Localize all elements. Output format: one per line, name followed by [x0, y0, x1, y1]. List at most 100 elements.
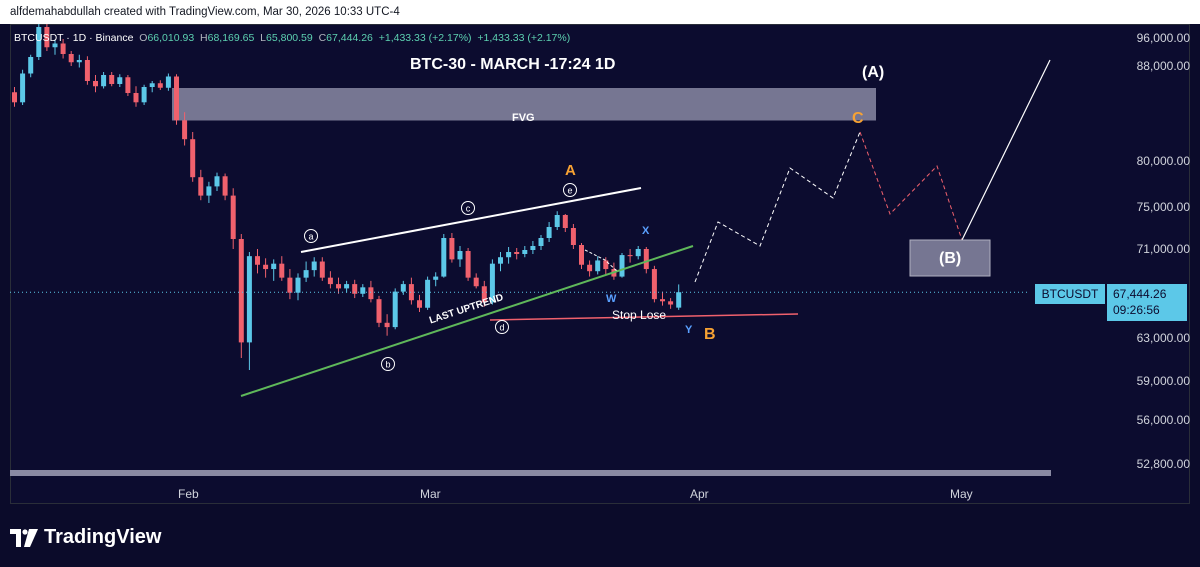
- candle-body: [408, 284, 414, 301]
- candle-body: [182, 120, 188, 140]
- price-tick: 59,000.00: [1136, 374, 1190, 388]
- wave-label-w[interactable]: W: [606, 293, 617, 305]
- date-tick: Feb: [178, 487, 199, 501]
- symbol-badge: BTCUSDT: [1035, 284, 1105, 304]
- projection-final-line[interactable]: [961, 59, 1051, 241]
- tradingview-logo[interactable]: TradingView: [10, 526, 161, 549]
- price-tick: 56,000.00: [1136, 413, 1190, 427]
- projection-up-path[interactable]: [694, 131, 861, 283]
- fvg-zone[interactable]: [172, 88, 876, 121]
- candle-body: [68, 54, 74, 63]
- candle-body: [449, 238, 455, 260]
- candle-body: [303, 270, 309, 278]
- ohlc-legend: BTCUSDT · 1D · Binance O66,010.93 H68,16…: [14, 32, 570, 44]
- candle-body: [336, 284, 341, 289]
- price-tick: 75,000.00: [1136, 200, 1190, 214]
- candle-body: [619, 255, 625, 277]
- candle-body: [117, 77, 123, 84]
- wave-label-b[interactable]: B: [704, 326, 716, 343]
- candle-body: [263, 264, 269, 270]
- stop-loss-label[interactable]: Stop Lose: [612, 308, 667, 322]
- candle-body: [587, 264, 593, 272]
- drawings[interactable]: a b c d e: [10, 59, 1051, 476]
- candle-body: [36, 27, 42, 57]
- candle-body: [603, 260, 609, 270]
- circled-label-circ_c[interactable]: c: [466, 204, 471, 214]
- candle-body: [498, 257, 503, 264]
- tradingview-logo-text: TradingView: [44, 526, 162, 548]
- candle-body: [514, 252, 520, 254]
- wave-label-c[interactable]: C: [852, 110, 864, 127]
- tradingview-logo-icon: [10, 528, 38, 547]
- candle-body: [481, 286, 487, 303]
- candle-body: [20, 73, 26, 103]
- candle-body: [190, 139, 196, 178]
- candle-body: [28, 57, 34, 74]
- uptrend-line[interactable]: [240, 245, 694, 397]
- candle-body: [433, 276, 439, 280]
- legend-high-label: H: [200, 32, 208, 44]
- legend-symbol[interactable]: BTCUSDT · 1D · Binance: [14, 32, 134, 44]
- range-bar: [10, 470, 1051, 476]
- circled-label-circ_a[interactable]: a: [308, 232, 313, 242]
- wave-label-y[interactable]: Y: [685, 324, 693, 336]
- attribution-text: alfdemahabdullah created with TradingVie…: [10, 6, 400, 18]
- candle-body: [238, 239, 244, 343]
- circled-circ_a-ring: [304, 229, 318, 243]
- price-tick: 80,000.00: [1136, 154, 1190, 168]
- candle-body: [352, 284, 358, 294]
- candle-body: [76, 60, 82, 63]
- candle-body: [287, 277, 293, 293]
- circled-label-circ_b[interactable]: b: [385, 360, 390, 370]
- circled-circ_d-ring: [495, 320, 509, 334]
- candle-body: [579, 245, 584, 265]
- candle-body: [546, 227, 552, 238]
- footer: [0, 504, 1200, 567]
- date-tick: Apr: [690, 487, 709, 501]
- wave-label-a-major[interactable]: (A): [862, 64, 885, 81]
- candle-body: [109, 75, 115, 84]
- fvg-label[interactable]: FVG: [512, 112, 535, 124]
- fvg-rect[interactable]: [172, 88, 876, 121]
- candle-body: [360, 287, 366, 294]
- legend-close-label: C: [318, 32, 327, 44]
- candle-body: [425, 279, 431, 308]
- legend-low: 65,800.59: [266, 32, 313, 44]
- last-price-badge: 67,444.26 09:26:56: [1107, 284, 1187, 321]
- candle-body: [522, 250, 528, 254]
- wave-label-x[interactable]: X: [642, 225, 650, 237]
- circled-circ_b-ring: [381, 357, 395, 371]
- candle-body: [400, 284, 406, 292]
- stop-loss-line[interactable]: [489, 313, 799, 321]
- wave-b-box[interactable]: [909, 239, 991, 277]
- candle-body: [133, 93, 139, 103]
- wave-label-b-major[interactable]: (B): [939, 250, 962, 267]
- candle-body: [651, 269, 657, 300]
- circled-circ_e-ring: [563, 183, 577, 197]
- projection-down-path[interactable]: [859, 131, 963, 241]
- date-tick: May: [950, 487, 973, 501]
- legend-change-2: +1,433.33 (+2.17%): [477, 32, 571, 44]
- candle-body: [279, 263, 285, 278]
- wave-label-a[interactable]: A: [565, 162, 576, 179]
- legend-open: 66,010.93: [147, 32, 195, 44]
- circled-label-circ_d[interactable]: d: [499, 323, 504, 333]
- candle-body: [368, 287, 374, 300]
- candle-body: [327, 277, 333, 285]
- candle-body: [52, 43, 58, 48]
- candle-body: [660, 299, 665, 302]
- last-price: 67,444.26: [1113, 287, 1167, 301]
- candle-body: [538, 238, 544, 246]
- legend-change-1: +1,433.33 (+2.17%): [378, 32, 472, 44]
- candle-body: [417, 300, 422, 308]
- candle-body: [149, 83, 155, 87]
- candle-body: [101, 75, 107, 87]
- minor-dashed: [584, 249, 619, 273]
- date-tick: Mar: [420, 487, 441, 501]
- circled-label-circ_e[interactable]: e: [567, 186, 572, 196]
- chart-canvas[interactable]: a b c d e: [0, 24, 1200, 504]
- upper-trendline[interactable]: [300, 187, 642, 253]
- candle-body: [441, 238, 447, 277]
- candle-body: [595, 260, 601, 272]
- candle-body: [554, 215, 560, 227]
